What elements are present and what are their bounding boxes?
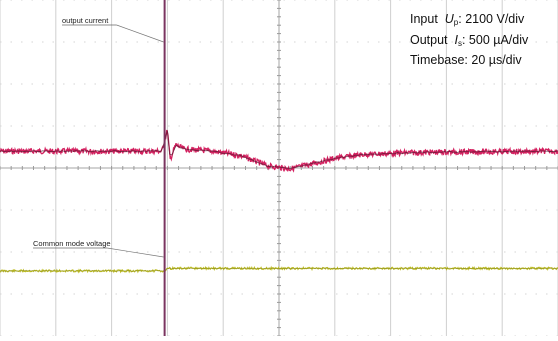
output-scale: Output Is: 500 µA/div — [410, 32, 529, 48]
common-mode-voltage-label-leader — [107, 247, 164, 258]
series-common-mode-voltage-core — [0, 267, 558, 272]
series-output-current-core — [0, 130, 558, 169]
timebase-setting: Timebase: 20 µs/div — [410, 53, 522, 67]
settings-readout: Input Up: 2100 V/div Output Is: 500 µA/d… — [410, 11, 528, 69]
output-current-label-leader — [116, 24, 164, 43]
output-current-label: output current — [62, 16, 109, 25]
common-mode-voltage-label: Common mode voltage — [33, 239, 111, 248]
input-scale: Input Up: 2100 V/div — [410, 12, 525, 27]
trace-labels: output current Common mode voltage — [33, 16, 164, 258]
